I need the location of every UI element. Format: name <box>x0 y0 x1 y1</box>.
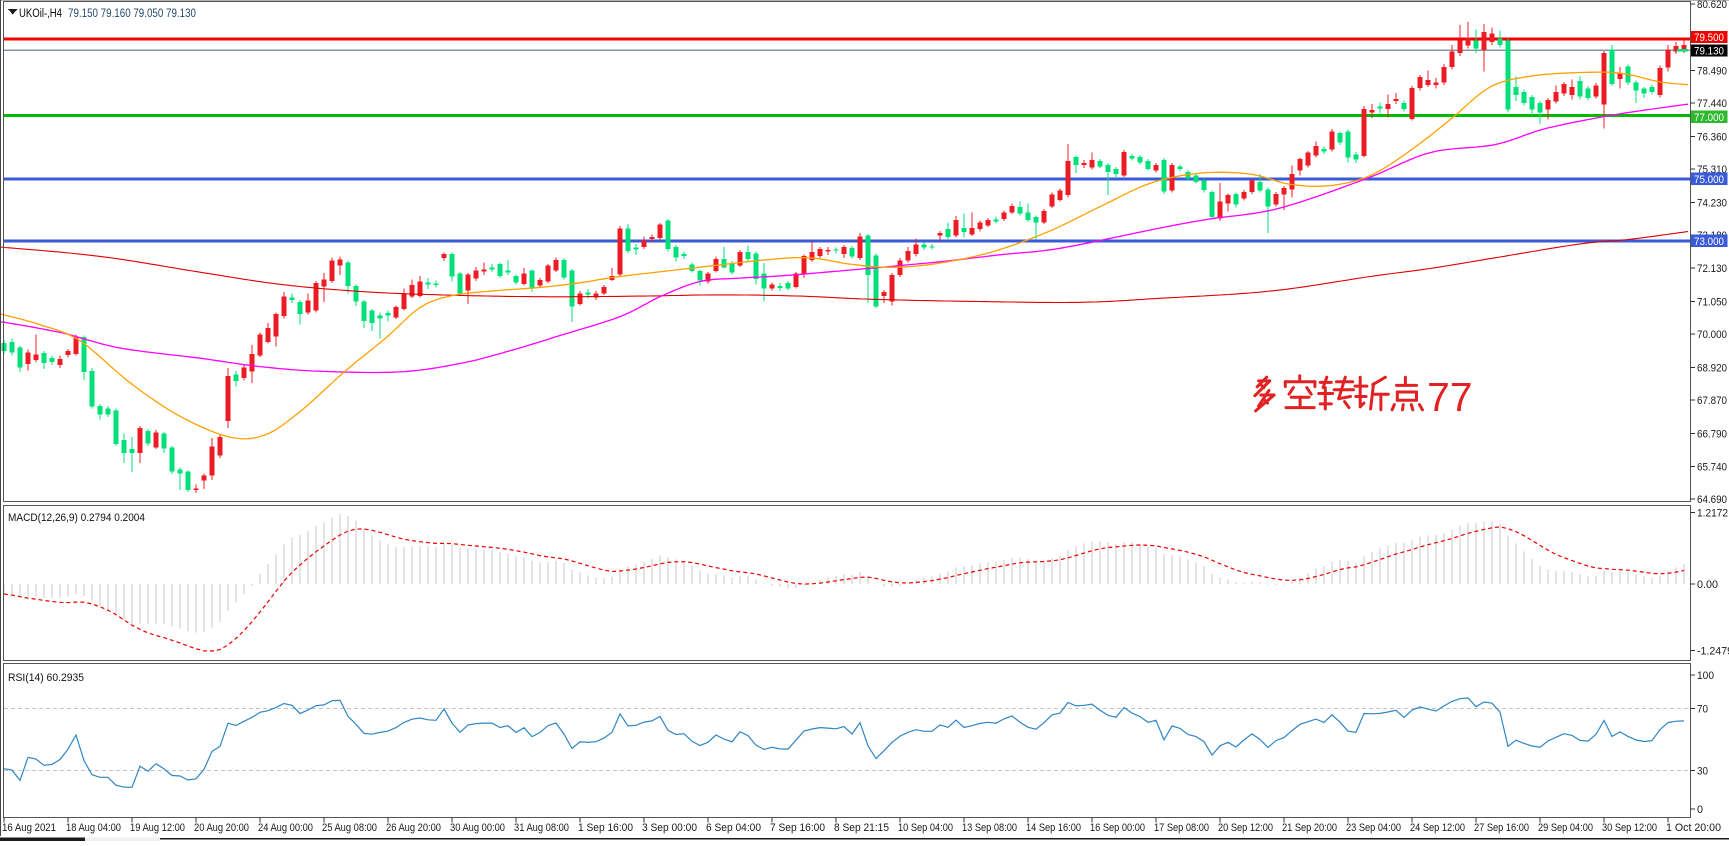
svg-text:19 Aug 12:00: 19 Aug 12:00 <box>130 822 185 834</box>
svg-text:29 Sep 04:00: 29 Sep 04:00 <box>1538 822 1593 834</box>
svg-text:23 Sep 04:00: 23 Sep 04:00 <box>1346 822 1401 834</box>
svg-text:77.440: 77.440 <box>1697 98 1727 110</box>
svg-text:0.00: 0.00 <box>1697 579 1718 591</box>
svg-text:RSI(14) 60.2935: RSI(14) 60.2935 <box>8 672 84 684</box>
svg-text:79.130: 79.130 <box>1694 46 1724 58</box>
svg-text:10 Sep 04:00: 10 Sep 04:00 <box>898 822 953 834</box>
svg-text:74.230: 74.230 <box>1697 198 1727 210</box>
svg-text:30 Sep 12:00: 30 Sep 12:00 <box>1602 822 1657 834</box>
svg-text:16 Sep 00:00: 16 Sep 00:00 <box>1090 822 1145 834</box>
svg-text:76.360: 76.360 <box>1697 132 1727 144</box>
svg-text:70.000: 70.000 <box>1697 329 1727 341</box>
svg-text:79.500: 79.500 <box>1694 32 1724 44</box>
svg-text:77.000: 77.000 <box>1694 112 1724 124</box>
svg-text:20 Aug 20:00: 20 Aug 20:00 <box>194 822 249 834</box>
svg-text:1 Sep 16:00: 1 Sep 16:00 <box>578 822 633 834</box>
svg-text:13 Sep 08:00: 13 Sep 08:00 <box>962 822 1017 834</box>
svg-text:100: 100 <box>1697 670 1714 682</box>
svg-text:1.2172: 1.2172 <box>1697 507 1728 519</box>
svg-text:65.740: 65.740 <box>1697 461 1727 473</box>
svg-text:78.490: 78.490 <box>1697 65 1727 77</box>
svg-text:16 Aug 2021: 16 Aug 2021 <box>2 822 56 834</box>
svg-text:20 Sep 12:00: 20 Sep 12:00 <box>1218 822 1273 834</box>
svg-text:21 Sep 20:00: 21 Sep 20:00 <box>1282 822 1337 834</box>
svg-text:70: 70 <box>1697 704 1708 716</box>
svg-text:80.620: 80.620 <box>1697 0 1727 11</box>
svg-text:18 Aug 04:00: 18 Aug 04:00 <box>66 822 121 834</box>
svg-text:24 Aug 00:00: 24 Aug 00:00 <box>258 822 313 834</box>
svg-text:25 Aug 08:00: 25 Aug 08:00 <box>322 822 377 834</box>
svg-text:68.920: 68.920 <box>1697 363 1727 375</box>
svg-text:66.790: 66.790 <box>1697 429 1727 441</box>
svg-text:24 Sep 12:00: 24 Sep 12:00 <box>1410 822 1465 834</box>
svg-text:8 Sep 21:15: 8 Sep 21:15 <box>834 822 889 834</box>
svg-text:75.000: 75.000 <box>1694 174 1724 186</box>
svg-text:72.130: 72.130 <box>1697 263 1727 275</box>
svg-text:6 Sep 04:00: 6 Sep 04:00 <box>706 822 761 834</box>
svg-text:79.150 79.160 79.050 79.130: 79.150 79.160 79.050 79.130 <box>68 8 196 20</box>
svg-text:26 Aug 20:00: 26 Aug 20:00 <box>386 822 441 834</box>
svg-text:MACD(12,26,9) 0.2794 0.2004: MACD(12,26,9) 0.2794 0.2004 <box>8 512 145 524</box>
svg-text:3 Sep 00:00: 3 Sep 00:00 <box>642 822 697 834</box>
svg-text:UKOil-,H4: UKOil-,H4 <box>19 8 62 20</box>
svg-text:71.050: 71.050 <box>1697 296 1727 308</box>
svg-text:77: 77 <box>1427 374 1473 420</box>
svg-text:7 Sep 16:00: 7 Sep 16:00 <box>770 822 825 834</box>
svg-text:30: 30 <box>1697 766 1708 778</box>
svg-text:14 Sep 16:00: 14 Sep 16:00 <box>1026 822 1081 834</box>
svg-text:27 Sep 16:00: 27 Sep 16:00 <box>1474 822 1529 834</box>
svg-text:31 Aug 08:00: 31 Aug 08:00 <box>514 822 569 834</box>
svg-text:0: 0 <box>1697 804 1703 816</box>
svg-text:64.690: 64.690 <box>1697 494 1727 506</box>
svg-text:1 Oct 20:00: 1 Oct 20:00 <box>1666 822 1721 834</box>
svg-text:-1.2479: -1.2479 <box>1697 646 1729 658</box>
svg-text:17 Sep 08:00: 17 Sep 08:00 <box>1154 822 1209 834</box>
svg-text:30 Aug 00:00: 30 Aug 00:00 <box>450 822 505 834</box>
svg-text:73.000: 73.000 <box>1694 236 1724 248</box>
svg-text:67.870: 67.870 <box>1697 395 1727 407</box>
